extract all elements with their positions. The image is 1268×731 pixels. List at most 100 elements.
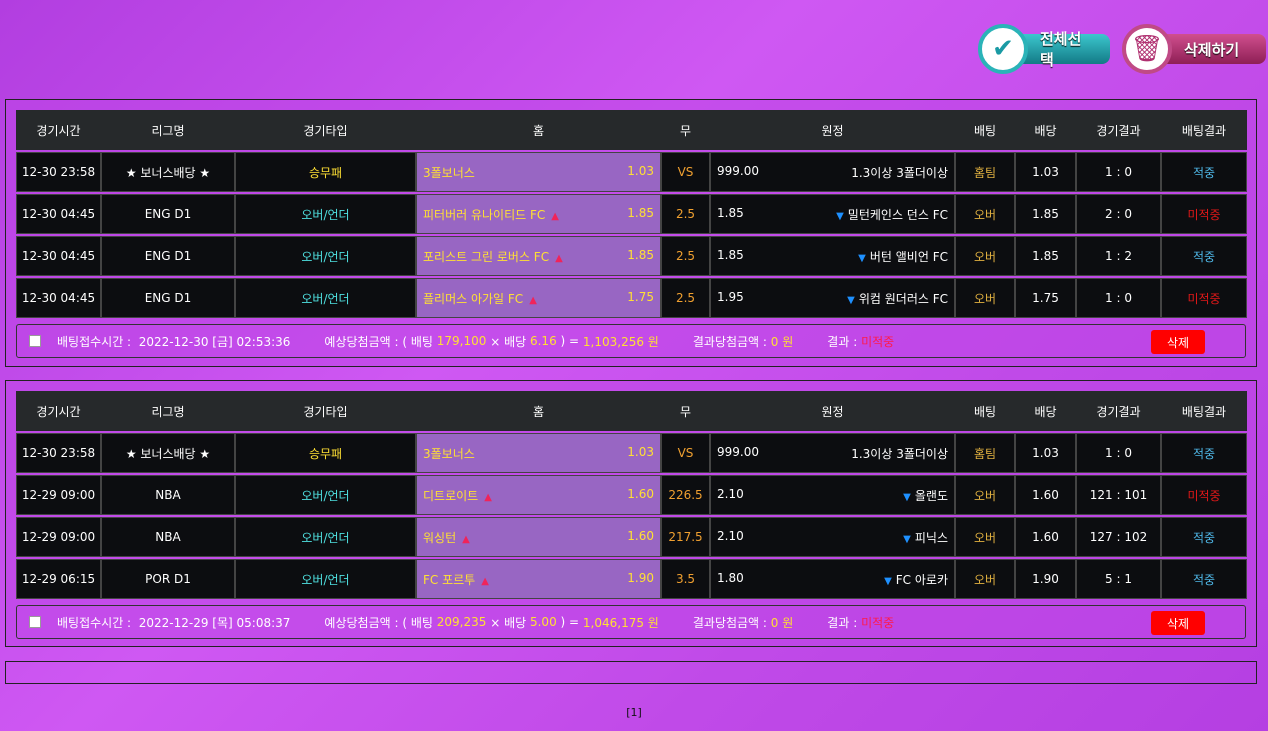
league-name: ★ 보너스배당 ★ xyxy=(101,433,235,473)
home-team: 포리스트 그린 로버스 FC xyxy=(423,249,550,264)
match-score: 1 : 0 xyxy=(1076,433,1161,473)
home-team-cell[interactable]: 플리머스 아가일 FC ▲ 1.75 xyxy=(416,278,661,318)
delete-selected-button[interactable]: 🗑 삭제하기 xyxy=(1122,24,1266,74)
payout: 1,046,175 원 xyxy=(582,615,659,630)
home-team: FC 포르투 xyxy=(423,572,476,587)
bet-table: 경기시간 리그명 경기타입 홈 무 원정 배팅 배당 경기결과 배팅결과 12-30 23:58 … xyxy=(16,108,1247,320)
column-header: 리그명 xyxy=(101,110,235,150)
draw-line: 2.5 xyxy=(661,278,710,318)
bet-result: 적중 xyxy=(1161,517,1247,557)
home-team-cell[interactable]: 포리스트 그린 로버스 FC ▲ 1.85 xyxy=(416,236,661,276)
won-label: 결과당첨금액 : xyxy=(692,615,767,630)
column-header: 무 xyxy=(661,391,710,431)
column-header: 배팅 xyxy=(955,391,1015,431)
column-header: 경기결과 xyxy=(1076,110,1161,150)
bet-result: 적중 xyxy=(1161,433,1247,473)
league-name: NBA xyxy=(101,517,235,557)
home-team: 플리머스 아가일 FC xyxy=(423,291,524,306)
arrow-up-icon: ▲ xyxy=(551,210,559,222)
table-row: 12-29 09:00 NBA 오버/언더 디트로이트 ▲ 1.60 226.5 2… xyxy=(16,475,1247,515)
home-team-cell[interactable]: 디트로이트 ▲ 1.60 xyxy=(416,475,661,515)
match-type: 오버/언더 xyxy=(235,559,416,599)
pagination-page[interactable]: [1] xyxy=(626,706,642,719)
away-odds: 999.00 xyxy=(717,163,759,178)
stake: 209,235 xyxy=(436,615,487,629)
select-checkbox[interactable] xyxy=(29,335,41,347)
away-odds: 2.10 xyxy=(717,528,744,543)
away-team-cell[interactable]: 1.85 ▼ 버턴 앨비언 FC xyxy=(710,236,955,276)
column-header: 원정 xyxy=(710,110,955,150)
match-score: 1 : 0 xyxy=(1076,278,1161,318)
won-amount: 0 원 xyxy=(770,615,794,630)
home-odds: 1.60 xyxy=(627,486,654,501)
bet-choice: 오버 xyxy=(955,517,1015,557)
match-type: 오버/언더 xyxy=(235,236,416,276)
bet-odds: 1.60 xyxy=(1015,517,1076,557)
home-team-cell[interactable]: 워싱턴 ▲ 1.60 xyxy=(416,517,661,557)
bet-result: 적중 xyxy=(1161,559,1247,599)
column-header: 무 xyxy=(661,110,710,150)
draw-line: VS xyxy=(661,433,710,473)
delete-slip-button[interactable]: 삭제 xyxy=(1151,611,1205,635)
arrow-down-icon: ▼ xyxy=(847,294,855,306)
won-label: 결과당첨금액 : xyxy=(692,334,767,349)
league-name: ENG D1 xyxy=(101,236,235,276)
match-type: 오버/언더 xyxy=(235,475,416,515)
bet-odds: 1.03 xyxy=(1015,152,1076,192)
home-team-cell[interactable]: 3폴보너스 1.03 xyxy=(416,152,661,192)
select-all-button[interactable]: ✔ 전체선택 xyxy=(978,24,1110,74)
bet-result: 미적중 xyxy=(1161,194,1247,234)
home-team-cell[interactable]: 피터버러 유나이티드 FC ▲ 1.85 xyxy=(416,194,661,234)
column-header: 원정 xyxy=(710,391,955,431)
slip-result: 미적중 xyxy=(861,615,895,630)
away-team-cell[interactable]: 999.00 1.3이상 3폴더이상 xyxy=(710,433,955,473)
away-odds: 999.00 xyxy=(717,444,759,459)
bet-odds: 1.75 xyxy=(1015,278,1076,318)
match-type: 오버/언더 xyxy=(235,278,416,318)
arrow-up-icon: ▲ xyxy=(529,294,537,306)
draw-line: 226.5 xyxy=(661,475,710,515)
league-name: ★ 보너스배당 ★ xyxy=(101,152,235,192)
home-team-cell[interactable]: 3폴보너스 1.03 xyxy=(416,433,661,473)
away-team-cell[interactable]: 2.10 ▼ 올랜도 xyxy=(710,475,955,515)
match-time: 12-29 09:00 xyxy=(16,475,101,515)
bet-time: 2022-12-30 [금] 02:53:36 xyxy=(138,334,291,349)
time-label: 배팅접수시간 : xyxy=(57,615,132,630)
times-label: × 배당 xyxy=(490,334,527,349)
away-team: 1.3이상 3폴더이상 xyxy=(851,165,948,180)
home-team-cell[interactable]: FC 포르투 ▲ 1.90 xyxy=(416,559,661,599)
arrow-down-icon: ▼ xyxy=(836,210,844,222)
arrow-down-icon: ▼ xyxy=(903,533,911,545)
home-odds: 1.85 xyxy=(627,205,654,220)
column-header: 배당 xyxy=(1015,110,1076,150)
total-odds: 5.00 xyxy=(529,615,557,629)
away-team: 밀턴케인스 던스 FC xyxy=(847,207,948,222)
bet-result: 적중 xyxy=(1161,236,1247,276)
column-header: 배팅결과 xyxy=(1161,391,1247,431)
bet-odds: 1.85 xyxy=(1015,194,1076,234)
bet-choice: 오버 xyxy=(955,194,1015,234)
column-header: 경기타입 xyxy=(235,110,416,150)
result-label: 결과 : xyxy=(827,334,858,349)
table-row: 12-30 04:45 ENG D1 오버/언더 플리머스 아가일 FC ▲ 1.7… xyxy=(16,278,1247,318)
match-time: 12-30 23:58 xyxy=(16,433,101,473)
draw-line: 217.5 xyxy=(661,517,710,557)
home-odds: 1.60 xyxy=(627,528,654,543)
table-row: 12-30 23:58 ★ 보너스배당 ★ 승무패 3폴보너스 1.03 VS 9… xyxy=(16,433,1247,473)
away-team-cell[interactable]: 1.95 ▼ 위컴 원더러스 FC xyxy=(710,278,955,318)
away-team-cell[interactable]: 1.85 ▼ 밀턴케인스 던스 FC xyxy=(710,194,955,234)
select-checkbox[interactable] xyxy=(29,616,41,628)
won-amount: 0 원 xyxy=(770,334,794,349)
away-team-cell[interactable]: 999.00 1.3이상 3폴더이상 xyxy=(710,152,955,192)
away-team-cell[interactable]: 1.80 ▼ FC 아로카 xyxy=(710,559,955,599)
away-team-cell[interactable]: 2.10 ▼ 피닉스 xyxy=(710,517,955,557)
home-team: 디트로이트 xyxy=(423,488,479,503)
home-odds: 1.03 xyxy=(627,163,654,178)
draw-line: 3.5 xyxy=(661,559,710,599)
home-odds: 1.75 xyxy=(627,289,654,304)
delete-slip-button[interactable]: 삭제 xyxy=(1151,330,1205,354)
column-header: 홈 xyxy=(416,110,661,150)
home-team: 3폴보너스 xyxy=(423,446,475,461)
bet-time: 2022-12-29 [목] 05:08:37 xyxy=(138,615,291,630)
equals: ) = xyxy=(560,334,580,348)
